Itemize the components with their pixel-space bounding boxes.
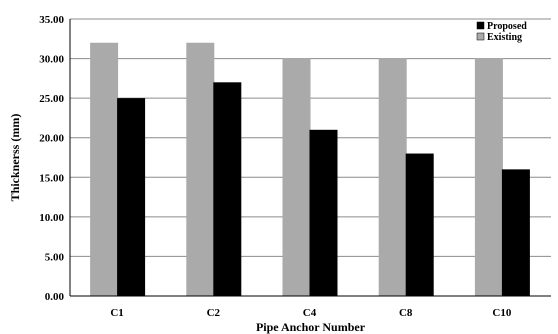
- y-tick-labels: 0.00 5.00 10.00 15.00 20.00 25.00 30.00 35.00: [39, 14, 64, 303]
- bar-existing-c2: [186, 42, 215, 296]
- y-tick-label: 20.00: [39, 133, 64, 145]
- bar-proposed-c1: [117, 98, 146, 297]
- legend-swatch-existing: [476, 32, 485, 41]
- y-tick-label: 25.00: [39, 93, 64, 105]
- legend-swatch-proposed: [476, 21, 485, 30]
- y-tick-label: 0.00: [45, 291, 65, 303]
- bar-proposed-c10: [501, 169, 530, 296]
- y-tick-label: 5.00: [45, 251, 65, 263]
- legend-label-existing: Existing: [487, 32, 522, 43]
- y-tick-label: 30.00: [39, 54, 64, 66]
- x-tick-labels: C1 C2 C4 C8 C10: [110, 307, 511, 319]
- y-axis-title: Thicknerss (mm): [8, 114, 22, 202]
- bar-existing-c10: [474, 58, 503, 297]
- x-axis-title: Pipe Anchor Number: [256, 320, 366, 334]
- y-tick-label: 35.00: [39, 14, 64, 26]
- x-tick-label: C4: [303, 307, 317, 319]
- bars: [90, 42, 530, 297]
- bar-proposed-c8: [405, 153, 434, 296]
- bar-existing-c4: [282, 58, 311, 297]
- legend-label-proposed: Proposed: [487, 21, 527, 32]
- x-tick-label: C8: [399, 307, 413, 319]
- bar-existing-c8: [378, 58, 407, 297]
- bar-proposed-c4: [309, 129, 338, 296]
- x-tick-label: C10: [492, 307, 511, 319]
- bar-existing-c1: [90, 42, 119, 296]
- y-tick-label: 15.00: [39, 172, 64, 184]
- bar-proposed-c2: [213, 82, 242, 296]
- y-tick-label: 10.00: [39, 212, 64, 224]
- x-tick-label: C2: [207, 307, 221, 319]
- x-tick-label: C1: [110, 307, 123, 319]
